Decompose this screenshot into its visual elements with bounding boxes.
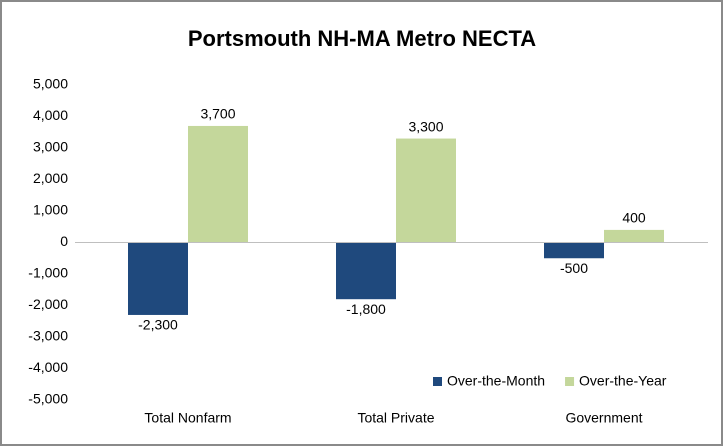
legend-label: Over-the-Year	[579, 373, 667, 389]
data-label: 3,700	[200, 106, 235, 122]
bar	[604, 229, 664, 243]
bar	[544, 242, 604, 259]
y-tick-label: -3,000	[28, 328, 68, 344]
legend-swatch	[433, 377, 442, 386]
y-tick-label: 4,000	[33, 107, 68, 123]
bar	[128, 242, 188, 315]
x-tick-label: Total Nonfarm	[144, 410, 231, 426]
y-tick-label: 0	[60, 233, 68, 249]
y-tick-label: 2,000	[33, 170, 68, 186]
bar	[336, 242, 396, 300]
data-label: -2,300	[138, 317, 178, 333]
y-tick-label: -1,000	[28, 265, 68, 281]
bar	[396, 138, 456, 243]
legend-swatch	[565, 377, 575, 386]
chart-title: Portsmouth NH-MA Metro NECTA	[188, 26, 536, 51]
legend-label: Over-the-Month	[447, 373, 545, 389]
y-tick-label: 1,000	[33, 202, 68, 218]
data-label: -500	[560, 260, 588, 276]
y-tick-label: 3,000	[33, 139, 68, 155]
x-tick-label: Total Private	[357, 410, 434, 426]
y-tick-label: -2,000	[28, 296, 68, 312]
y-tick-label: 5,000	[33, 76, 68, 92]
bar	[188, 125, 248, 243]
x-tick-label: Government	[565, 410, 642, 426]
data-label: -1,800	[346, 301, 386, 317]
y-tick-label: -5,000	[28, 391, 68, 407]
data-label: 3,300	[408, 118, 443, 134]
y-tick-label: -4,000	[28, 359, 68, 375]
data-label: 400	[622, 210, 646, 226]
